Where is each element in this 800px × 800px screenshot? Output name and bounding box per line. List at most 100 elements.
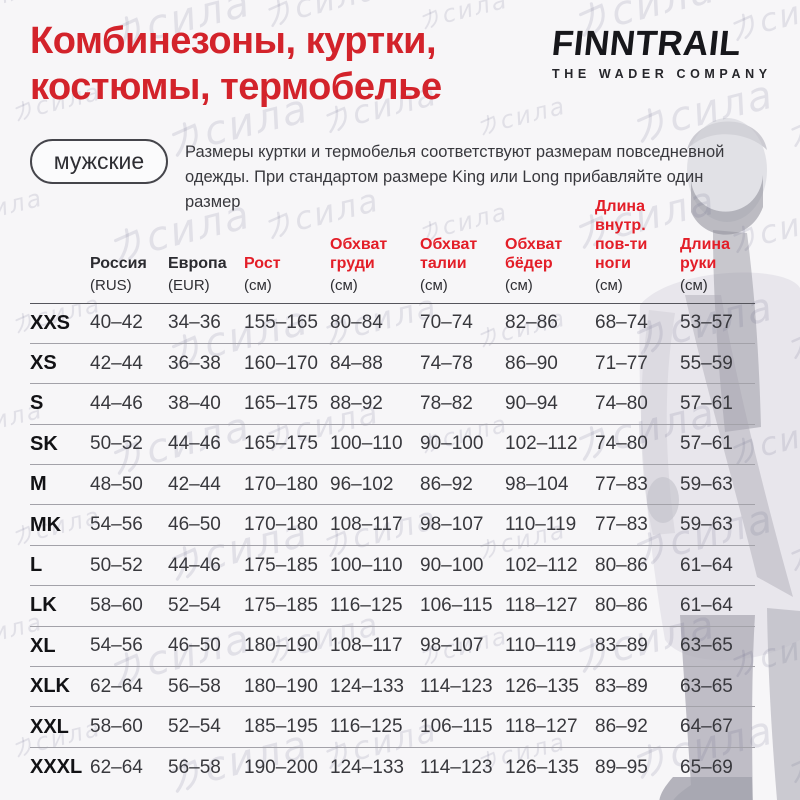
size-label: MK (30, 513, 62, 536)
size-value: 126–135 (505, 675, 579, 697)
size-value: 90–100 (420, 554, 484, 576)
column-header-3: Рост (см) (244, 255, 330, 303)
size-value: 62–64 (90, 756, 143, 778)
size-value: 48–50 (90, 473, 143, 495)
brand-logo: FINNTRAIL THE WADER COMPANY (550, 24, 790, 81)
column-header-label: Россия (90, 254, 147, 272)
size-value: 77–83 (595, 514, 648, 536)
column-header-5: Обхват талии (см) (420, 236, 505, 303)
size-value: 46–50 (168, 635, 221, 657)
size-value: 70–74 (420, 312, 473, 334)
size-label: L (30, 554, 43, 577)
size-value: 90–94 (505, 392, 558, 414)
size-value: 84–88 (330, 352, 383, 374)
column-header-unit: (см) (330, 276, 358, 294)
column-header-label: Длина руки (680, 235, 730, 272)
size-value: 114–123 (420, 756, 493, 778)
table-row: M 48–50 42–44 170–180 96–102 86–92 98–104 77–83… (30, 465, 755, 506)
size-value: 180–190 (244, 675, 318, 697)
size-value: 82–86 (505, 312, 558, 334)
table-row: S 44–46 38–40 165–175 88–92 78–82 90–94 74–80 57… (30, 384, 755, 425)
size-value: 170–180 (244, 514, 318, 536)
column-header-8: Длина руки (см) (680, 236, 755, 303)
size-value: 63–65 (680, 675, 733, 697)
column-header-unit: (EUR) (168, 276, 210, 294)
table-row: XXL 58–60 52–54 185–195 116–125 106–115 118–12… (30, 707, 755, 748)
size-value: 126–135 (505, 756, 579, 778)
size-value: 65–69 (680, 756, 733, 778)
size-value: 86–92 (595, 716, 648, 738)
size-value: 56–58 (168, 756, 221, 778)
size-value: 80–84 (330, 312, 383, 334)
size-value: 36–38 (168, 352, 221, 374)
size-value: 44–46 (168, 433, 221, 455)
size-value: 90–100 (420, 433, 484, 455)
size-value: 78–82 (420, 392, 473, 414)
column-header-label: Обхват бёдер (505, 235, 563, 272)
size-value: 106–115 (420, 716, 493, 738)
size-label: XXXL (30, 756, 83, 779)
column-header-unit: (см) (244, 276, 272, 294)
size-value: 96–102 (330, 473, 394, 495)
size-value: 124–133 (330, 756, 404, 778)
size-value: 83–89 (595, 675, 648, 697)
size-value: 124–133 (330, 675, 404, 697)
size-label: SK (30, 432, 58, 455)
size-label: XXS (30, 311, 71, 334)
column-header-label: Рост (244, 254, 281, 272)
size-value: 74–80 (595, 433, 648, 455)
size-label: S (30, 392, 44, 415)
column-header-1: Россия (RUS) (90, 255, 168, 303)
size-table-body: XXS 40–42 34–36 155–165 80–84 70–74 82–86 68–74… (30, 304, 755, 789)
size-value: 114–123 (420, 675, 493, 697)
column-header-unit: (см) (595, 276, 623, 294)
size-value: 74–80 (595, 392, 648, 414)
size-value: 190–200 (244, 756, 318, 778)
page-title-line1: Комбинезоны, куртки, (30, 20, 437, 62)
size-value: 118–127 (505, 594, 578, 616)
size-value: 89–95 (595, 756, 648, 778)
column-header-4: Обхват груди (см) (330, 236, 420, 303)
table-row: SK 50–52 44–46 165–175 100–110 90–100 102–112 7… (30, 425, 755, 466)
model-photo (639, 118, 800, 800)
size-value: 185–195 (244, 716, 318, 738)
size-value: 88–92 (330, 392, 383, 414)
size-value: 57–61 (680, 433, 733, 455)
size-value: 52–54 (168, 716, 221, 738)
size-value: 106–115 (420, 594, 493, 616)
size-value: 64–67 (680, 716, 733, 738)
table-row: MK 54–56 46–50 170–180 108–117 98–107 110–119 7… (30, 505, 755, 546)
size-value: 155–165 (244, 312, 318, 334)
size-value: 61–64 (680, 554, 733, 576)
table-row: XXXL 62–64 56–58 190–200 124–133 114–123 126–1… (30, 748, 755, 788)
size-value: 86–90 (505, 352, 558, 374)
size-value: 50–52 (90, 554, 143, 576)
brand-logo-name: FINNTRAIL (550, 24, 744, 63)
size-table-header: Россия (RUS) Европа (EUR) Рост (см) Обхват гру… (30, 198, 755, 304)
table-row: L 50–52 44–46 175–185 100–110 90–100 102–112 80… (30, 546, 755, 587)
size-value: 59–63 (680, 473, 733, 495)
size-value: 58–60 (90, 716, 143, 738)
column-header-unit: (см) (680, 276, 708, 294)
size-value: 86–92 (420, 473, 473, 495)
size-value: 165–175 (244, 433, 318, 455)
size-value: 55–59 (680, 352, 733, 374)
size-value: 44–46 (90, 392, 143, 414)
size-value: 44–46 (168, 554, 221, 576)
size-value: 175–185 (244, 594, 318, 616)
size-value: 116–125 (330, 716, 403, 738)
size-label: XS (30, 352, 57, 375)
size-value: 102–112 (505, 554, 578, 576)
column-header-label: Обхват груди (330, 235, 388, 272)
size-value: 77–83 (595, 473, 648, 495)
size-value: 100–110 (330, 554, 403, 576)
size-value: 53–57 (680, 312, 733, 334)
column-header-unit: (см) (420, 276, 448, 294)
size-value: 46–50 (168, 514, 221, 536)
size-value: 57–61 (680, 392, 733, 414)
table-row: XXS 40–42 34–36 155–165 80–84 70–74 82–86 68–74… (30, 304, 755, 344)
size-value: 80–86 (595, 594, 648, 616)
size-value: 108–117 (330, 635, 403, 657)
size-value: 160–170 (244, 352, 318, 374)
